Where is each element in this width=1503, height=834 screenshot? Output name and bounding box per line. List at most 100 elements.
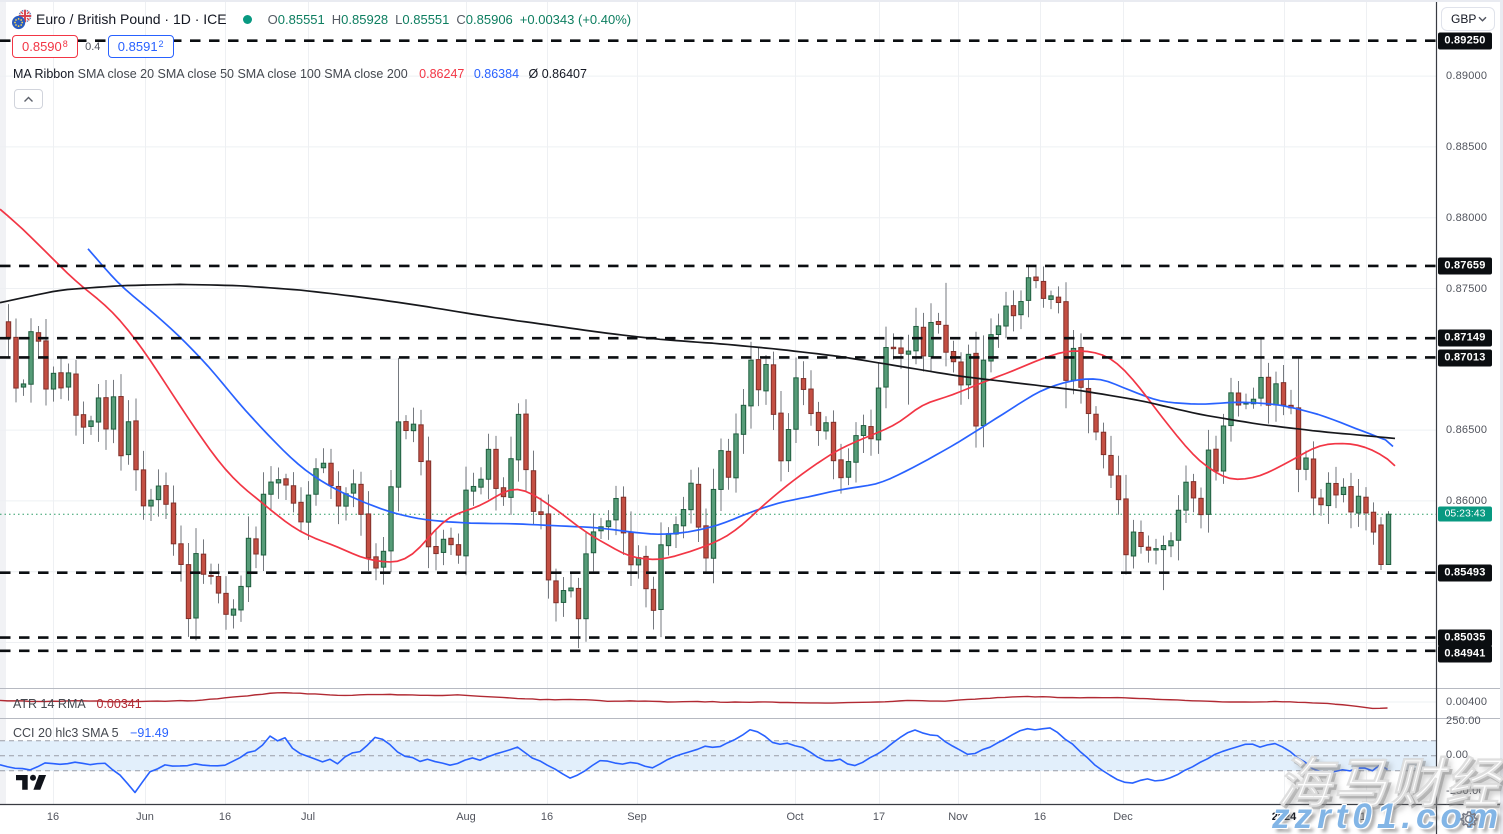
price-level-badge: 0.87659 (1438, 257, 1492, 275)
atr-title: ATR 14 RMA (13, 697, 86, 711)
atr-axis-label: 0.00400 (1446, 696, 1488, 708)
candle-down (170, 502, 177, 545)
candle-down (1363, 496, 1369, 514)
candle-down (1333, 482, 1339, 496)
candle-down (1085, 387, 1092, 415)
ohlc-low: L0.85551 (395, 11, 450, 27)
candle-down (328, 462, 334, 486)
ohlc-change: +0.00343 (+0.40%) (519, 11, 632, 27)
buy-button[interactable]: 0.8591 2 (107, 35, 174, 58)
price-axis-label: 0.87500 (1446, 282, 1488, 295)
candle-down (185, 564, 192, 620)
candle-down (523, 413, 529, 471)
time-scale[interactable]: 16 Jun 16 Jul Aug 16 Sep Oct 17 Nov 16 Dec 2024 16 (0, 805, 1436, 834)
spread-label: 0.4 (85, 40, 101, 53)
symbol-title[interactable]: Euro / British Pound · 1D · ICE (36, 11, 227, 27)
candle-down (1093, 413, 1099, 433)
ma-ribbon-legend[interactable]: MA Ribbon SMA close 20 SMA close 50 SMA … (13, 67, 587, 81)
cci-line (0, 727, 1388, 794)
candle-up (1070, 347, 1077, 381)
candle-up (1018, 301, 1024, 316)
candle-up (155, 485, 162, 501)
price-scale[interactable]: 0.89000 0.88500 0.88000 0.87500 0.86500 0.860… (1437, 0, 1503, 804)
candle-up (1205, 449, 1212, 515)
tradingview-logo-glyph[interactable] (30, 774, 36, 781)
candle-down (1063, 301, 1069, 381)
candle-up (845, 461, 852, 478)
collapse-legend-button[interactable] (14, 89, 43, 109)
candle-down (1138, 531, 1144, 547)
currency-dropdown[interactable]: GBP (1441, 7, 1495, 31)
candle-down (58, 372, 64, 389)
candle-down (290, 485, 297, 504)
market-status-dot-icon (242, 14, 252, 24)
candle-down (1040, 280, 1047, 299)
candle-up (320, 462, 327, 469)
candle-up (1048, 295, 1054, 300)
ohlc-close: C0.85906 (456, 11, 513, 27)
cci-indicator-legend[interactable]: CCI 20 hlc3 SMA 5 −91.49 (13, 726, 169, 740)
candle-up (440, 538, 447, 553)
watermark-site-name: 海马财经 (1277, 754, 1501, 815)
price-level-badge: 0.89250 (1438, 32, 1492, 50)
candle-up (485, 448, 492, 480)
price-level-badge: 0.85493 (1438, 564, 1492, 582)
time-axis-label: 2024 (1271, 811, 1297, 823)
axis-settings-gear-button[interactable] (1458, 808, 1482, 830)
candle-up (740, 404, 747, 435)
time-axis-label: Jun (136, 811, 154, 823)
candle-down (898, 347, 904, 354)
tradingview-logo-glyph[interactable] (33, 775, 47, 790)
candle-up (763, 364, 769, 392)
candle-up (470, 485, 477, 492)
sell-button[interactable]: 0.8590 8 (12, 35, 78, 58)
candle-down (1198, 497, 1204, 516)
price-axis-label: 0.88000 (1446, 211, 1488, 224)
candle-down (935, 320, 942, 325)
candle-up (110, 396, 117, 430)
candle-down (103, 397, 109, 430)
candle-down (433, 545, 439, 555)
candle-up (20, 383, 27, 388)
candle-up (665, 533, 672, 547)
candle-up (313, 468, 319, 495)
candle-down (808, 388, 814, 415)
candle-up (733, 433, 739, 479)
sma-100-line (87, 248, 1394, 536)
candle-down (163, 485, 169, 505)
bar-countdown-badge: 05:23:43 (1438, 506, 1492, 522)
chevron-up-icon (24, 96, 33, 102)
sma-20-line (0, 208, 1396, 563)
cci-title: CCI 20 hlc3 SMA 5 (13, 726, 119, 740)
candle-down (545, 513, 552, 581)
candle-up (1385, 513, 1392, 565)
candle-up (583, 553, 589, 620)
candle-down (770, 364, 777, 415)
time-axis-label: Aug (456, 811, 476, 823)
time-axis-label: 16 (218, 811, 232, 823)
cci-band (0, 740, 1436, 771)
currency-label: GBP (1451, 12, 1477, 26)
symbol-pair-icon (12, 9, 32, 29)
candle-down (1033, 276, 1039, 282)
candle-up (1228, 392, 1234, 427)
candle-down (650, 588, 657, 611)
candle-up (305, 494, 312, 523)
candle-up (193, 553, 199, 619)
candle-down (1348, 486, 1354, 513)
price-axis-label: 0.86000 (1446, 494, 1488, 507)
candle-up (785, 429, 792, 462)
candle-up (710, 488, 717, 559)
candle-up (995, 325, 1002, 336)
ma-ribbon-average: Ø 0.86407 (528, 67, 587, 81)
candle-up (860, 425, 867, 436)
atr-indicator-legend[interactable]: ATR 14 RMA 0.00341 (13, 697, 142, 711)
candle-up (1325, 482, 1332, 507)
price-level-badge: 0.85035 (1438, 629, 1492, 646)
tradingview-logo-glyph[interactable] (16, 775, 28, 790)
eu-flag-stars (14, 17, 24, 27)
candle-up (1340, 486, 1347, 496)
candle-up (508, 458, 514, 498)
candle-up (50, 372, 57, 390)
